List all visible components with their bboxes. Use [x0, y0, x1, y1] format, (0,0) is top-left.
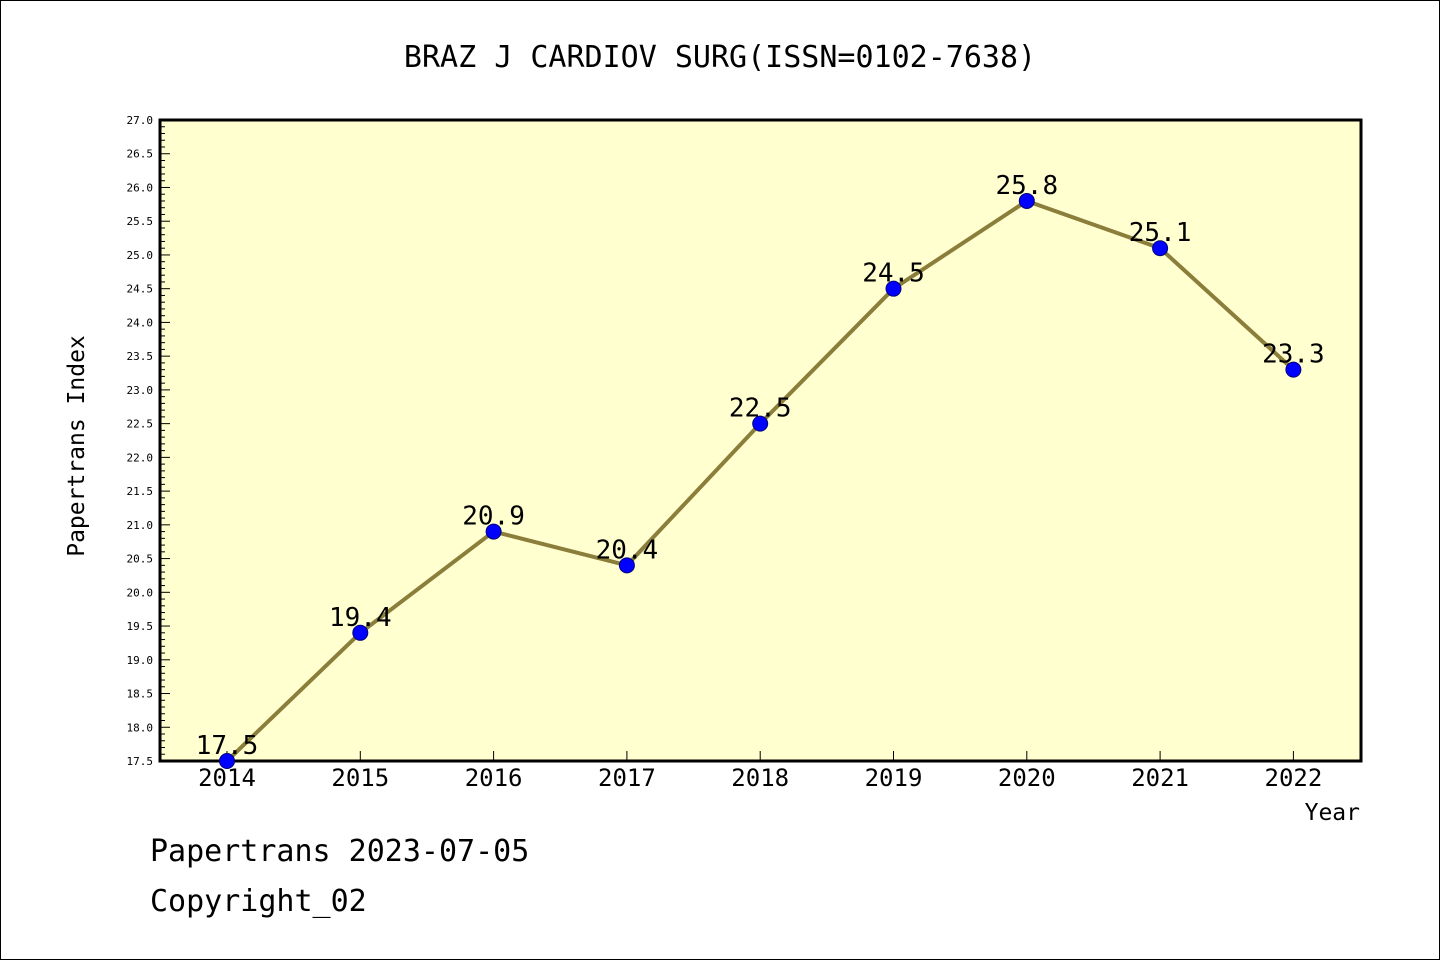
series-group	[219, 192, 1302, 769]
data-point	[1152, 240, 1169, 257]
x-tick-label: 2015	[331, 764, 389, 792]
y-tick-label: 22.5	[127, 418, 154, 431]
x-tick-label: 2018	[731, 764, 789, 792]
y-tick-label: 18.5	[127, 688, 154, 701]
y-tick-label: 23.0	[127, 384, 154, 397]
y-tick-label: 22.0	[127, 451, 154, 464]
data-label: 24.5	[862, 259, 925, 289]
data-label: 20.9	[462, 502, 525, 532]
y-tick-label: 20.5	[127, 553, 154, 566]
y-tick-label: 19.0	[127, 654, 154, 667]
data-point	[1018, 192, 1035, 209]
x-tick-label: 2017	[598, 764, 656, 792]
x-tick-label: 2020	[998, 764, 1056, 792]
data-point	[752, 415, 769, 432]
y-axis-label: Papertrans Index	[64, 335, 90, 557]
y-tick-label: 20.0	[127, 586, 154, 599]
y-tick-label: 19.5	[127, 620, 154, 633]
x-tick-label: 2022	[1265, 764, 1323, 792]
y-tick-label: 25.0	[127, 249, 154, 262]
data-point	[485, 523, 502, 540]
data-point	[1285, 361, 1302, 378]
y-tick-label: 24.0	[127, 316, 154, 329]
data-label: 22.5	[729, 394, 792, 424]
data-label: 19.4	[329, 603, 392, 633]
data-point	[352, 624, 369, 641]
y-tick-label: 27.0	[127, 114, 154, 127]
data-label: 17.5	[196, 731, 259, 761]
plot-area	[158, 118, 1363, 763]
data-point	[885, 280, 902, 297]
x-axis-ticks: 2014 2015 2016 2017 2018 2019 2020 2021 2022	[198, 751, 1322, 792]
y-tick-label: 25.5	[127, 215, 154, 228]
footer-date-text: Papertrans 2023-07-05	[150, 834, 530, 869]
y-tick-label: 23.5	[127, 350, 154, 363]
x-tick-label: 2016	[465, 764, 523, 792]
data-label: 20.4	[596, 535, 659, 565]
x-tick-label: 2019	[865, 764, 923, 792]
footer-copyright-text: Copyright_02	[150, 884, 367, 919]
y-tick-label: 18.0	[127, 721, 154, 734]
chart-title: BRAZ J CARDIOV SURG(ISSN=0102-7638)	[404, 40, 1036, 75]
data-point	[618, 557, 635, 574]
y-tick-label: 21.0	[127, 519, 154, 532]
y-tick-label: 24.5	[127, 283, 154, 296]
data-labels: 17.5 19.4 20.9 20.4 22.5 24.5 25.8 25.1 23.3	[196, 171, 1325, 761]
x-tick-label: 2021	[1131, 764, 1189, 792]
data-label: 25.8	[995, 171, 1058, 201]
y-tick-label: 26.0	[127, 181, 154, 194]
y-tick-label: 17.5	[127, 755, 154, 768]
y-tick-label: 26.5	[127, 148, 154, 161]
data-label: 23.3	[1262, 340, 1325, 370]
x-axis-label: Year	[1305, 800, 1360, 826]
data-point	[219, 753, 235, 769]
data-label: 25.1	[1129, 218, 1192, 248]
y-axis-ticks: 17.5 18.0 18.5 19.0 19.5 20.0 20.5 21.0 21.5 22.0…	[127, 114, 170, 768]
y-tick-label: 21.5	[127, 485, 154, 498]
